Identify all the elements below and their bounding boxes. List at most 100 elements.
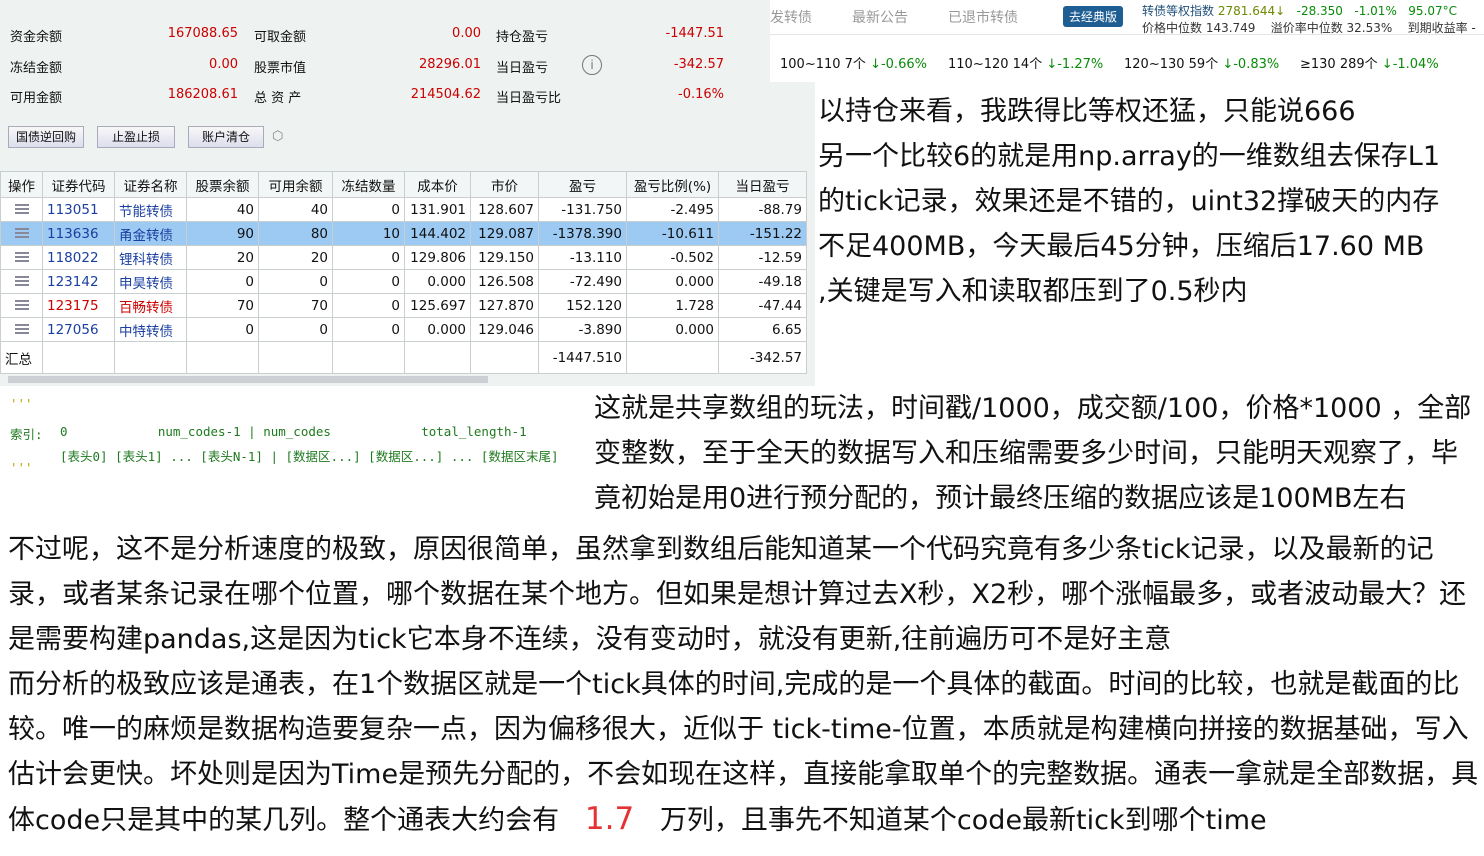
column-header[interactable]: 证券代码 — [42, 171, 115, 198]
clear-account-button[interactable]: 账户清仓 — [188, 126, 264, 148]
row-menu-icon[interactable] — [14, 299, 29, 310]
index-value: 2781.644↓ — [1217, 4, 1286, 18]
convertible-bond-header: 发转债 最新公告 已退市转债 去经典版 转债等权指数 2781.644↓ -28… — [770, 0, 1484, 82]
table-row[interactable]: 127056 中特转债 0 0 0 0.000 129.046 -3.890 0.000 6.65 — [0, 317, 807, 342]
text-line: 而分析的极致应该是通表，在1个数据区就是一个tick具体的时间,完成的是一个具体… — [8, 669, 1460, 700]
account-value: -0.16% — [678, 87, 724, 102]
cell: 0 — [332, 317, 405, 342]
cell: 甬金转债 — [114, 221, 187, 246]
summary-label: 汇总 — [0, 341, 43, 374]
cell: 20 — [186, 245, 259, 270]
account-label: 当日盈亏比 — [496, 91, 562, 106]
cell: -88.79 — [718, 197, 807, 222]
summary-pnl: -1447.510 — [538, 341, 627, 374]
text-line: 竟初始是用0进行预分配的，预计最终压缩的数据应该是100MB左右 — [594, 483, 1407, 514]
cell: 0.000 — [404, 269, 471, 294]
column-header[interactable]: 成本价 — [404, 171, 471, 198]
cell: 40 — [258, 197, 333, 222]
cell: 113051 — [42, 197, 115, 222]
index-label: 转债等权指数 — [1142, 4, 1215, 18]
index-pct: -1.01% — [1354, 4, 1397, 18]
horizontal-scrollbar[interactable] — [8, 376, 488, 383]
settings-icon[interactable]: ⬡ — [272, 129, 284, 144]
column-header[interactable]: 市价 — [470, 171, 539, 198]
cell: 0.000 — [626, 317, 719, 342]
account-label: 持仓盈亏 — [496, 30, 549, 45]
row-menu-icon[interactable] — [14, 323, 29, 334]
tab-announcements[interactable]: 最新公告 — [852, 10, 908, 26]
account-value: 28296.01 — [418, 57, 481, 72]
table-row[interactable]: 118022 锂科转债 20 20 0 129.806 129.150 -13.110 -0.5… — [0, 245, 807, 270]
classic-version-button[interactable]: 去经典版 — [1063, 6, 1124, 27]
price-bucket[interactable]: 100~110 7个 ↓-0.66% — [780, 57, 927, 72]
cell: -2.495 — [626, 197, 719, 222]
row-menu-icon[interactable] — [14, 275, 29, 286]
cell: 80 — [258, 221, 333, 246]
table-row[interactable]: 123175 百畅转债 70 70 0 125.697 127.870 152.120 1.72… — [0, 293, 807, 318]
highlight-number: 1.7 — [584, 801, 635, 837]
text-line: 以持仓来看，我跌得比等权还猛，只能说666 — [818, 96, 1356, 127]
row-menu-icon[interactable] — [14, 227, 29, 238]
cell: 申昊转债 — [114, 269, 187, 294]
column-header[interactable]: 证券名称 — [114, 171, 187, 198]
account-value: 214504.62 — [410, 87, 481, 102]
take-profit-stop-loss-button[interactable]: 止盈止损 — [97, 126, 175, 148]
price-bucket[interactable]: ≥130 289个 ↓-1.04% — [1300, 57, 1439, 72]
column-header[interactable]: 冻结数量 — [332, 171, 405, 198]
layout-line: [表头0] [表头1] ... [表头N-1] | [数据区...] [数据区.… — [60, 449, 559, 464]
cell: 129.150 — [470, 245, 539, 270]
column-header[interactable]: 股票余额 — [186, 171, 259, 198]
column-header[interactable]: 操作 — [0, 171, 43, 198]
summary-row: 汇总 -1447.510 -342.57 — [0, 341, 807, 374]
info-icon[interactable]: i — [582, 55, 602, 75]
last-line: 体code只是其中的某几列。整个通表大约会有 1.7 万列，且事先不知道某个co… — [8, 801, 1267, 837]
price-bucket[interactable]: 110~120 14个 ↓-1.27% — [948, 57, 1104, 72]
account-value: 0.00 — [452, 26, 481, 41]
table-row[interactable]: 113636 甬金转债 90 80 10 144.402 129.087 -1378.390-… — [0, 221, 807, 246]
account-label: 可取金额 — [254, 30, 307, 45]
column-header[interactable]: 可用余额 — [258, 171, 333, 198]
tab-delisted[interactable]: 已退市转债 — [948, 10, 1018, 26]
median-price: 价格中位数 143.749 — [1142, 21, 1256, 35]
cell: 0 — [332, 245, 405, 270]
median-premium: 溢价率中位数 32.53% — [1270, 21, 1393, 35]
cell: 126.508 — [470, 269, 539, 294]
column-header[interactable]: 盈亏 — [538, 171, 627, 198]
cell: 70 — [258, 293, 333, 318]
cell: -13.110 — [538, 245, 627, 270]
row-menu-icon[interactable] — [14, 203, 29, 214]
price-bucket[interactable]: 120~130 59个 ↓-0.83% — [1124, 57, 1280, 72]
column-header[interactable]: 盈亏比例(%) — [626, 171, 719, 198]
index-change: -28.350 — [1296, 4, 1343, 18]
tab-new-bonds[interactable]: 发转债 — [770, 10, 812, 26]
column-header[interactable]: 当日盈亏 — [718, 171, 807, 198]
trading-panel: 资金余额 167088.65 可取金额 0.00 持仓盈亏 -1447.51 冻结金额 0.0… — [0, 0, 815, 386]
cell: -0.502 — [626, 245, 719, 270]
text-line: 录，或者某条记录在哪个位置，哪个数据在某个地方。但如果是想计算过去X秒，X2秒，… — [8, 579, 1467, 610]
cell: 中特转债 — [114, 317, 187, 342]
cell: 129.087 — [470, 221, 539, 246]
text-line: 这就是共享数组的玩法，时间戳/1000，成交额/100，价格*1000 ，全部 — [594, 393, 1472, 424]
docstring-close: ''' — [10, 460, 33, 475]
account-label: 可用金额 — [10, 91, 63, 106]
cell: -47.44 — [718, 293, 807, 318]
cell: 152.120 — [538, 293, 627, 318]
text-line: 估计会更快。坏处则是因为Time是预先分配的，不会如现在这样，直接能拿取单个的完… — [8, 759, 1479, 790]
reverse-repo-button[interactable]: 国债逆回购 — [8, 126, 84, 148]
cell: 10 — [332, 221, 405, 246]
table-row[interactable]: 123142 申昊转债 0 0 0 0.000 126.508 -72.490 0.000 -49… — [0, 269, 807, 294]
cell: -12.59 — [718, 245, 807, 270]
row-menu-icon[interactable] — [14, 251, 29, 262]
cell: 0 — [332, 197, 405, 222]
table-row[interactable]: 113051 节能转债 40 40 0 131.901 128.607 -131.750 -2.… — [0, 197, 807, 222]
cell: 123175 — [42, 293, 115, 318]
cell: -131.750 — [538, 197, 627, 222]
cell: -49.18 — [718, 269, 807, 294]
cell: 0 — [332, 293, 405, 318]
code-comment: ''' 索引: 0 num_codes-1 | num_codes total_… — [0, 392, 590, 484]
cell: 0 — [258, 317, 333, 342]
cell: 0 — [186, 317, 259, 342]
ytm: 到期收益率 - — [1407, 21, 1476, 35]
holdings-table: 操作 证券代码 证券名称 股票余额 可用余额 冻结数量 成本价 市价 盈亏 盈亏比例(%) 当日盈亏… — [0, 171, 807, 374]
cell: -10.611 — [626, 221, 719, 246]
